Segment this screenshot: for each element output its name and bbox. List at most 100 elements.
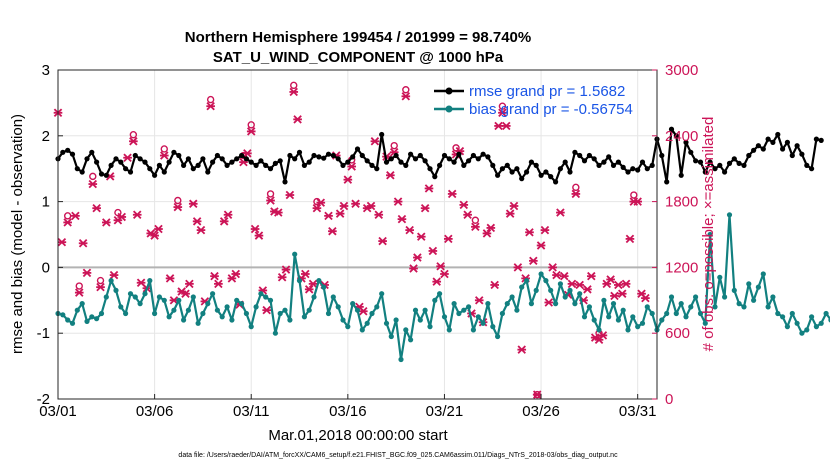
bias-point xyxy=(69,320,76,326)
bias-point xyxy=(287,317,293,323)
rmse-point xyxy=(775,131,781,138)
bias-point xyxy=(132,294,138,300)
obs-assimilated-marker xyxy=(370,137,380,146)
obs-assimilated-marker xyxy=(165,274,175,283)
obs-assimilated-marker xyxy=(101,218,111,227)
x-tick-label: 03/06 xyxy=(136,403,174,420)
obs-possible-marker xyxy=(471,216,480,224)
bias-point xyxy=(702,320,708,326)
rmse-point xyxy=(717,162,723,168)
bias-point xyxy=(379,291,385,297)
obs-assimilated-marker xyxy=(374,210,384,219)
rmse-point xyxy=(543,169,549,175)
bias-point xyxy=(770,294,776,300)
bias-point xyxy=(282,307,288,313)
rmse-point xyxy=(60,149,66,155)
bias-point xyxy=(794,320,800,326)
bias-point xyxy=(625,327,631,333)
rmse-point xyxy=(379,131,385,138)
obs-assimilated-marker xyxy=(223,210,233,219)
rmse-point xyxy=(123,166,129,172)
bias-point xyxy=(374,304,380,310)
bias-point xyxy=(668,294,675,300)
bias-point xyxy=(335,304,341,310)
rmse-point xyxy=(490,162,496,168)
rmse-point xyxy=(731,156,737,162)
rmse-point xyxy=(683,139,689,145)
obs-possible-marker xyxy=(206,95,215,104)
bias-point xyxy=(118,304,124,310)
legend-bias-marker xyxy=(445,105,453,113)
obs-assimilated-marker xyxy=(505,209,515,218)
rmse-point xyxy=(316,154,322,160)
bias-point xyxy=(470,327,476,333)
obs-assimilated-marker xyxy=(154,224,163,234)
bias-point xyxy=(620,307,626,313)
bias-point xyxy=(451,301,457,307)
bias-point xyxy=(804,327,810,333)
rmse-point xyxy=(466,158,472,164)
bias-point xyxy=(306,307,312,313)
x-tick-label: 03/21 xyxy=(426,403,464,420)
rmse-point xyxy=(639,159,646,165)
obs-assimilated-marker xyxy=(420,203,430,213)
bias-point xyxy=(581,314,588,320)
bias-point xyxy=(731,287,737,293)
obs-assimilated-marker xyxy=(583,285,592,294)
bias-point xyxy=(726,212,733,218)
bias-point xyxy=(823,310,829,317)
obs-assimilated-marker xyxy=(633,197,642,206)
bias-point xyxy=(780,314,786,320)
rmse-point xyxy=(572,149,578,155)
bias-point xyxy=(113,287,119,293)
rmse-point xyxy=(504,162,510,168)
chart-subtitle: SAT_U_WIND_COMPONENT @ 1000 hPa xyxy=(213,49,504,66)
rmse-point xyxy=(581,158,588,164)
bias-point xyxy=(408,337,414,343)
obs-assimilated-marker xyxy=(494,121,503,131)
rmse-point xyxy=(470,152,476,159)
obs-assimilated-marker xyxy=(436,262,445,271)
bias-point xyxy=(292,251,298,257)
rmse-point xyxy=(282,179,288,185)
x-axis: 03/01 03/06 03/11 03/16 03/21 03/26 03/31 xyxy=(39,394,656,420)
obs-assimilated-marker xyxy=(416,232,426,241)
bias-point xyxy=(195,320,201,326)
rmse-point xyxy=(210,159,216,165)
obs-markers xyxy=(53,81,650,399)
bias-point xyxy=(586,304,593,310)
obs-assimilated-marker xyxy=(301,269,310,279)
bias-point xyxy=(432,297,438,303)
rmse-point xyxy=(103,172,109,178)
bias-point xyxy=(499,310,505,317)
obs-assimilated-marker xyxy=(78,239,88,248)
obs-possible-marker xyxy=(129,131,138,139)
plot-area xyxy=(58,70,657,399)
obs-assimilated-marker xyxy=(254,231,264,240)
rmse-point xyxy=(456,151,462,157)
obs-assimilated-marker xyxy=(509,201,519,211)
rmse-point xyxy=(369,162,375,168)
obs-assimilated-marker xyxy=(266,196,275,205)
obs-assimilated-marker xyxy=(92,203,101,213)
obs-assimilated-marker xyxy=(432,277,442,286)
bias-point xyxy=(412,307,419,313)
obs-assimilated-marker xyxy=(532,390,542,399)
bias-point xyxy=(799,330,805,336)
bias-point xyxy=(137,301,143,307)
rmse-point xyxy=(514,166,520,172)
obs-assimilated-marker xyxy=(386,171,395,180)
bias-point xyxy=(649,310,655,317)
obs-assimilated-marker xyxy=(366,201,376,211)
obs-assimilated-marker xyxy=(123,153,132,162)
bias-point xyxy=(156,294,162,300)
rmse-point xyxy=(408,151,414,157)
obs-assimilated-marker xyxy=(206,101,215,111)
obs-assimilated-marker xyxy=(567,279,577,289)
bias-point xyxy=(533,287,539,293)
rmse-point xyxy=(480,151,486,157)
rmse-point xyxy=(219,156,225,162)
obs-assimilated-marker xyxy=(192,217,202,226)
bias-point xyxy=(181,317,187,323)
